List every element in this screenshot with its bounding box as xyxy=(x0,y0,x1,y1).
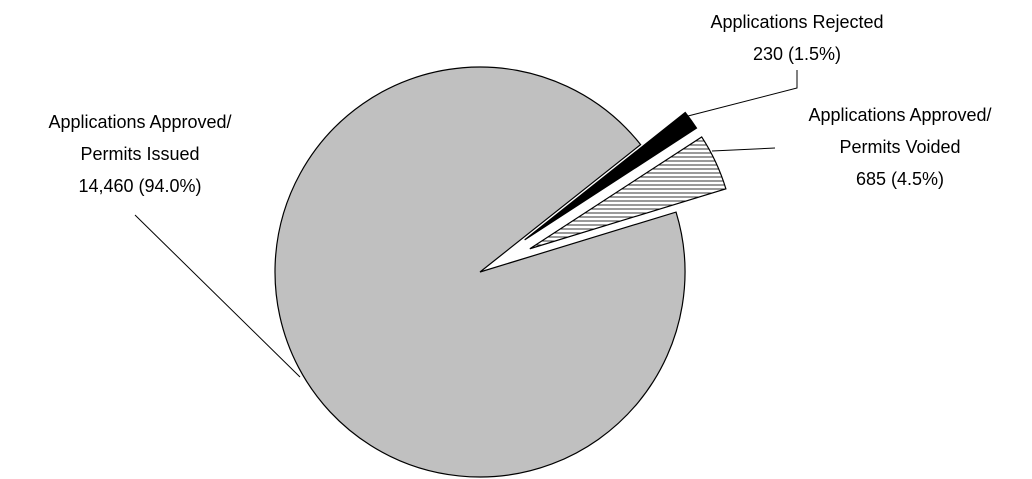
slice-label: Applications Approved/ Permits Voided 68… xyxy=(780,99,1020,195)
pie-slice xyxy=(524,111,698,241)
pie-slice xyxy=(529,136,727,250)
slice-label: Applications Approved/ Permits Issued 14… xyxy=(20,106,260,202)
slice-label: Applications Rejected 230 (1.5%) xyxy=(677,6,917,70)
leader-line xyxy=(687,70,798,117)
value-label: 685 (4.5%) xyxy=(855,169,945,189)
value-label: 230 (1.5%) xyxy=(752,44,842,64)
category-label: Applications Approved/ Permits Voided xyxy=(808,105,992,157)
slices xyxy=(274,66,727,478)
leader-line xyxy=(134,214,301,378)
value-label: 14,460 (94.0%) xyxy=(78,176,202,196)
pie-slice xyxy=(274,66,686,478)
leader-line xyxy=(711,147,776,152)
category-label: Applications Approved/ Permits Issued xyxy=(48,112,232,164)
category-label: Applications Rejected xyxy=(710,12,884,32)
